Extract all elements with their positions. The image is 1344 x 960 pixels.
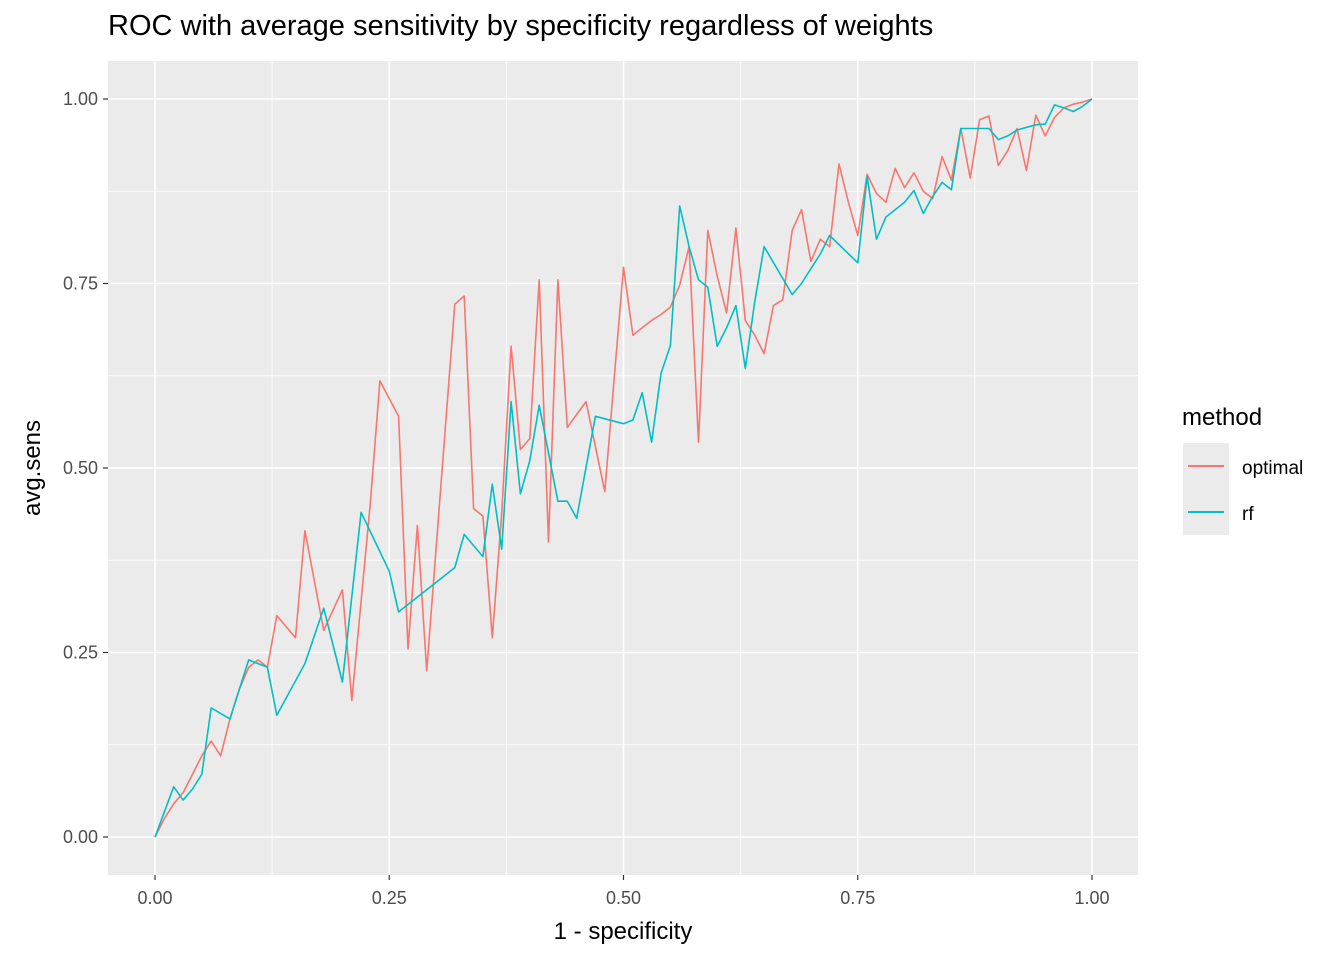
x-tick-label: 0.00 xyxy=(137,888,172,908)
y-tick-label: 0.50 xyxy=(63,458,98,478)
chart-title: ROC with average sensitivity by specific… xyxy=(108,10,934,42)
legend: method optimal rf xyxy=(1182,404,1303,535)
legend-label-rf: rf xyxy=(1242,504,1254,525)
x-tick-label: 0.50 xyxy=(606,888,641,908)
y-axis-title: avg.sens xyxy=(19,420,46,516)
legend-title: method xyxy=(1182,404,1262,431)
grid-major xyxy=(108,61,1138,875)
series-layer xyxy=(154,98,1093,838)
y-tick-label: 0.75 xyxy=(63,274,98,294)
x-axis: 0.00 0.25 0.50 0.75 1.00 xyxy=(137,875,1110,908)
y-tick-label: 0.00 xyxy=(63,827,98,847)
series-line-rf xyxy=(154,98,1093,838)
y-axis: 0.00 0.25 0.50 0.75 1.00 xyxy=(63,89,108,847)
series-line-optimal xyxy=(154,98,1093,838)
x-axis-title: 1 - specificity xyxy=(554,918,693,945)
x-tick-label: 1.00 xyxy=(1074,888,1109,908)
y-tick-label: 0.25 xyxy=(63,643,98,663)
y-tick-label: 1.00 xyxy=(63,89,98,109)
legend-label-optimal: optimal xyxy=(1242,458,1303,479)
x-tick-label: 0.25 xyxy=(372,888,407,908)
x-tick-label: 0.75 xyxy=(840,888,875,908)
